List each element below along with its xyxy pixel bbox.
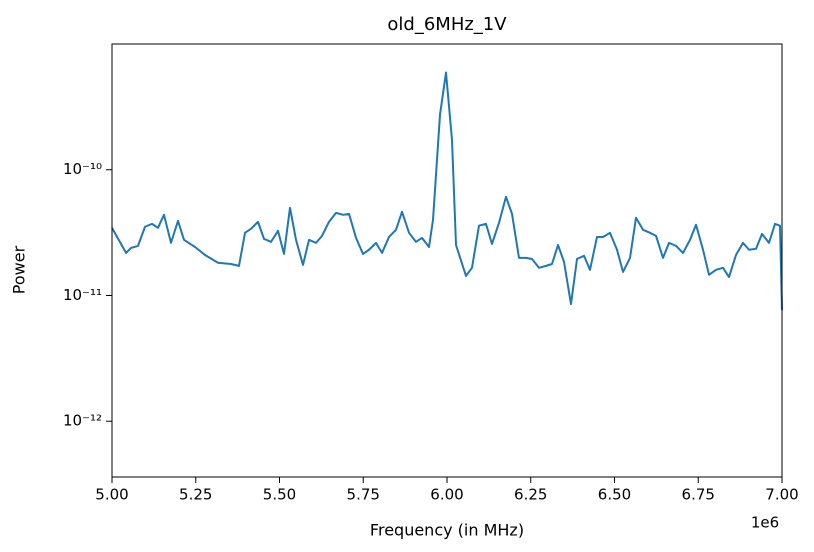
y-tick-label: 10⁻¹¹ [63,286,102,304]
x-tick-label: 6.50 [598,486,631,504]
x-tick-label: 7.00 [765,486,798,504]
x-tick-label: 5.00 [95,486,128,504]
x-tick-label: 5.25 [179,486,212,504]
y-tick-label: 10⁻¹⁰ [63,160,102,178]
plot-frame [111,43,783,478]
data-line [111,71,783,311]
x-axis-label: Frequency (in MHz) [370,521,524,540]
y-tick-label: 10⁻¹² [63,412,102,430]
x-tick-label: 6.75 [682,486,715,504]
x-tick-label: 6.25 [514,486,547,504]
y-axis-label: Power [10,245,29,294]
x-tick-label: 5.50 [263,486,296,504]
x-tick-label: 6.00 [430,486,463,504]
chart-title: old_6MHz_1V [387,14,507,35]
x-offset-label: 1e6 [751,514,779,532]
x-tick-label: 5.75 [347,486,380,504]
